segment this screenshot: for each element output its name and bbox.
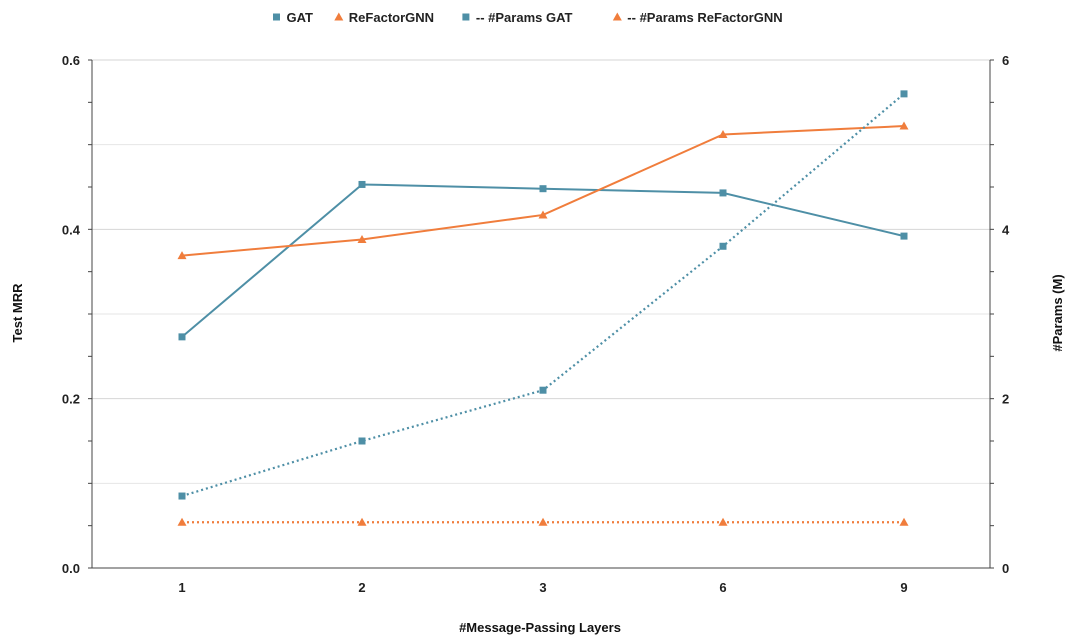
series-layer xyxy=(177,90,909,526)
data-point xyxy=(539,185,547,193)
grid xyxy=(92,59,990,569)
y2-tick-label: 6 xyxy=(1002,53,1009,68)
legend-entry: -- #Params GAT xyxy=(462,10,573,25)
y2-axis-title: #Params (M) xyxy=(1050,274,1065,351)
x-tick-label: 1 xyxy=(178,580,185,595)
legend-label: ReFactorGNN xyxy=(349,10,434,25)
data-point xyxy=(177,251,187,260)
y2-tick-label: 0 xyxy=(1002,561,1009,576)
legend-entry: ReFactorGNN xyxy=(334,10,434,25)
y-tick-label: 0.4 xyxy=(62,222,81,237)
data-point xyxy=(718,130,728,139)
axes: 0.0 0.2 0.4 0.6 0 2 4 6 1 2 3 6 9 xyxy=(62,53,1010,595)
series-2 xyxy=(178,90,908,500)
data-point xyxy=(900,90,908,98)
data-point xyxy=(900,232,908,240)
y2-tick-label: 4 xyxy=(1002,222,1010,237)
data-point xyxy=(358,180,366,188)
legend-marker xyxy=(273,13,280,21)
y-tick-label: 0.6 xyxy=(62,53,80,68)
data-point xyxy=(358,437,366,445)
legend-marker xyxy=(612,12,622,21)
series-1 xyxy=(177,121,909,260)
data-point xyxy=(718,517,728,526)
data-point xyxy=(357,234,367,243)
legend-entry: -- #Params ReFactorGNN xyxy=(612,10,783,25)
y-axis-title: Test MRR xyxy=(10,283,25,343)
data-point xyxy=(178,333,186,341)
legend: GAT ReFactorGNN -- #Params GAT -- #Params R… xyxy=(273,10,783,25)
data-point xyxy=(899,517,909,526)
data-point xyxy=(357,517,367,526)
legend-marker xyxy=(462,13,470,21)
x-tick-label: 3 xyxy=(539,580,546,595)
legend-entry: GAT xyxy=(273,10,313,25)
data-point xyxy=(538,210,548,219)
data-point xyxy=(899,121,909,130)
series-3 xyxy=(177,517,909,526)
x-tick-label: 2 xyxy=(358,580,365,595)
legend-label: -- #Params GAT xyxy=(476,10,573,25)
data-point xyxy=(178,492,186,500)
y-tick-label: 0.2 xyxy=(62,392,80,407)
x-axis-title: #Message-Passing Layers xyxy=(459,620,621,635)
legend-label: GAT xyxy=(287,10,314,25)
data-point xyxy=(177,517,187,526)
y-tick-label: 0.0 xyxy=(62,561,80,576)
legend-label: -- #Params ReFactorGNN xyxy=(627,10,782,25)
y2-tick-label: 2 xyxy=(1002,392,1009,407)
data-point xyxy=(539,386,547,394)
data-point xyxy=(719,189,727,197)
legend-marker xyxy=(334,12,344,21)
data-point xyxy=(538,517,548,526)
series-0 xyxy=(178,180,908,341)
x-tick-label: 6 xyxy=(719,580,726,595)
x-tick-label: 9 xyxy=(900,580,907,595)
data-point xyxy=(719,242,727,250)
series-line xyxy=(181,93,905,498)
